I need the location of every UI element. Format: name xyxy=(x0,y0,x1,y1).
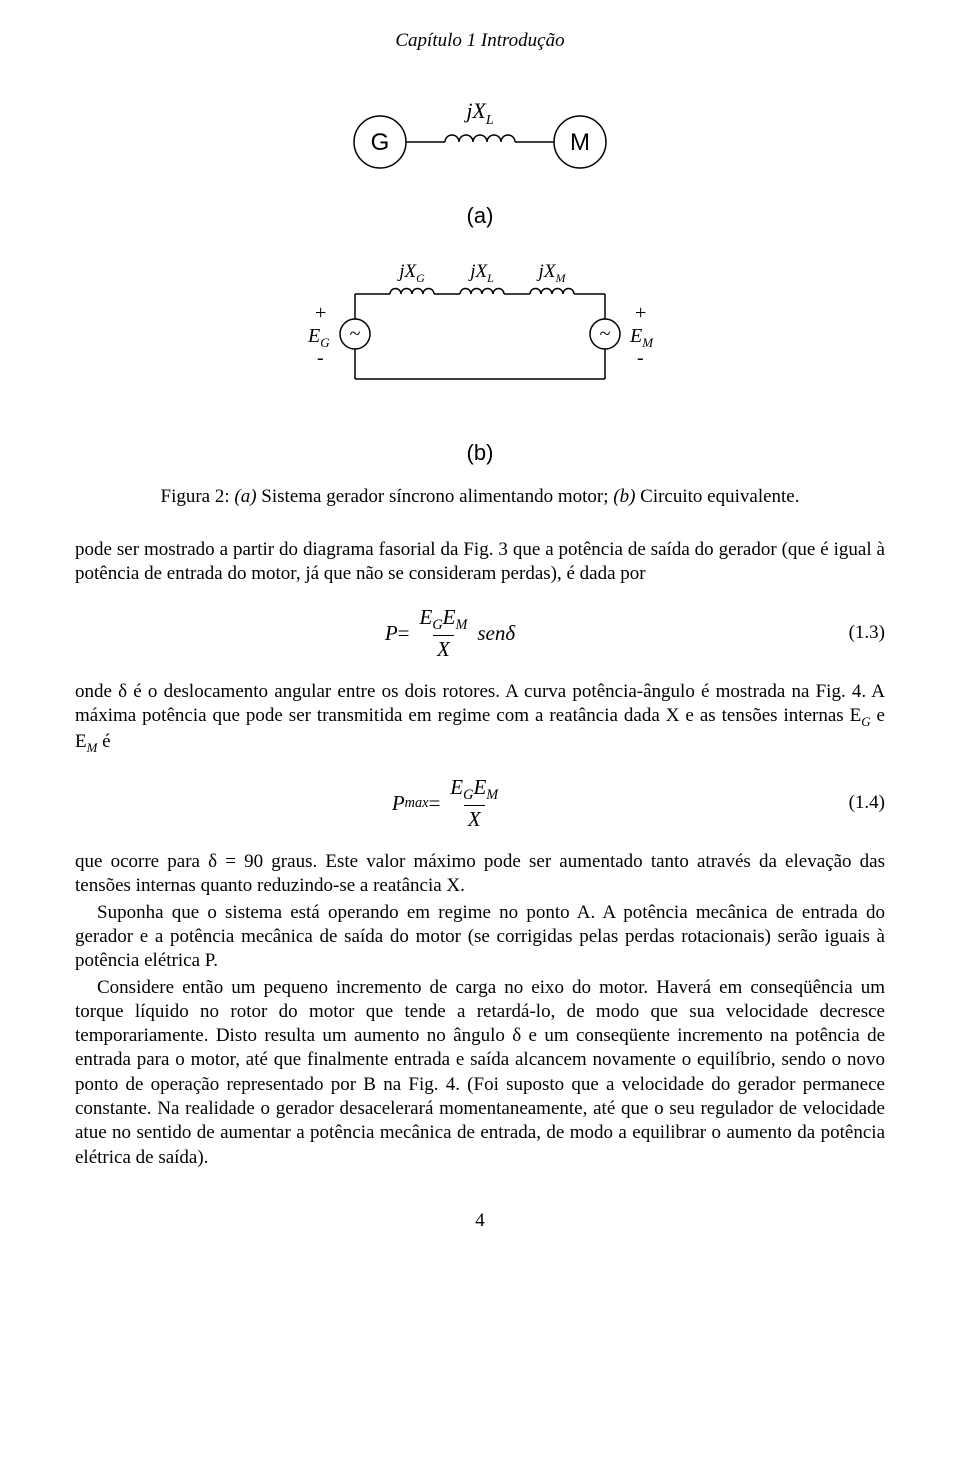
eqnum-1-4: (1.4) xyxy=(825,792,885,814)
svg-text:~: ~ xyxy=(350,323,361,345)
svg-text:~: ~ xyxy=(600,323,611,345)
eqnum-1-3: (1.3) xyxy=(825,622,885,644)
subfig-b-label: (b) xyxy=(75,440,885,466)
label-M: M xyxy=(570,129,590,156)
figure-b: jXG jXL jXM ~ ~ + EG - xyxy=(75,249,885,466)
label-jXL: jX xyxy=(463,98,487,123)
svg-text:jXM: jXM xyxy=(536,261,567,285)
para-3c: Considere então um pequeno incremento de… xyxy=(75,976,885,1171)
page: Capítulo 1 Introdução G M jXL (a) xyxy=(0,0,960,1480)
svg-text:+: + xyxy=(635,302,646,324)
label-jXL-sub: L xyxy=(485,113,494,128)
figure-a: G M jXL (a) xyxy=(75,82,885,229)
svg-text:jXL: jXL xyxy=(463,98,494,128)
page-number: 4 xyxy=(75,1210,885,1232)
svg-text:jXL: jXL xyxy=(467,261,494,285)
circuit-a-svg: G M jXL xyxy=(280,82,680,192)
figure-caption: Figura 2: (a) Sistema gerador síncrono a… xyxy=(75,486,885,508)
circuit-b-svg: jXG jXL jXM ~ ~ + EG - xyxy=(240,249,720,419)
svg-text:-: - xyxy=(317,347,324,369)
subfig-a-label: (a) xyxy=(75,203,885,229)
para-2: onde δ é o deslocamento angular entre os… xyxy=(75,680,885,757)
svg-text:jXG: jXG xyxy=(396,261,425,285)
svg-text:-: - xyxy=(637,347,644,369)
equation-1-4: Pmax = EGEM X (1.4) xyxy=(75,775,885,832)
equation-1-3: P = EGEM X senδ (1.3) xyxy=(75,605,885,662)
para-3b: Suponha que o sistema está operando em r… xyxy=(75,901,885,974)
label-G: G xyxy=(371,129,390,156)
para-3a: que ocorre para δ = 90 graus. Este valor… xyxy=(75,850,885,899)
running-head: Capítulo 1 Introdução xyxy=(75,30,885,52)
svg-text:+: + xyxy=(315,302,326,324)
para-1: pode ser mostrado a partir do diagrama f… xyxy=(75,538,885,587)
